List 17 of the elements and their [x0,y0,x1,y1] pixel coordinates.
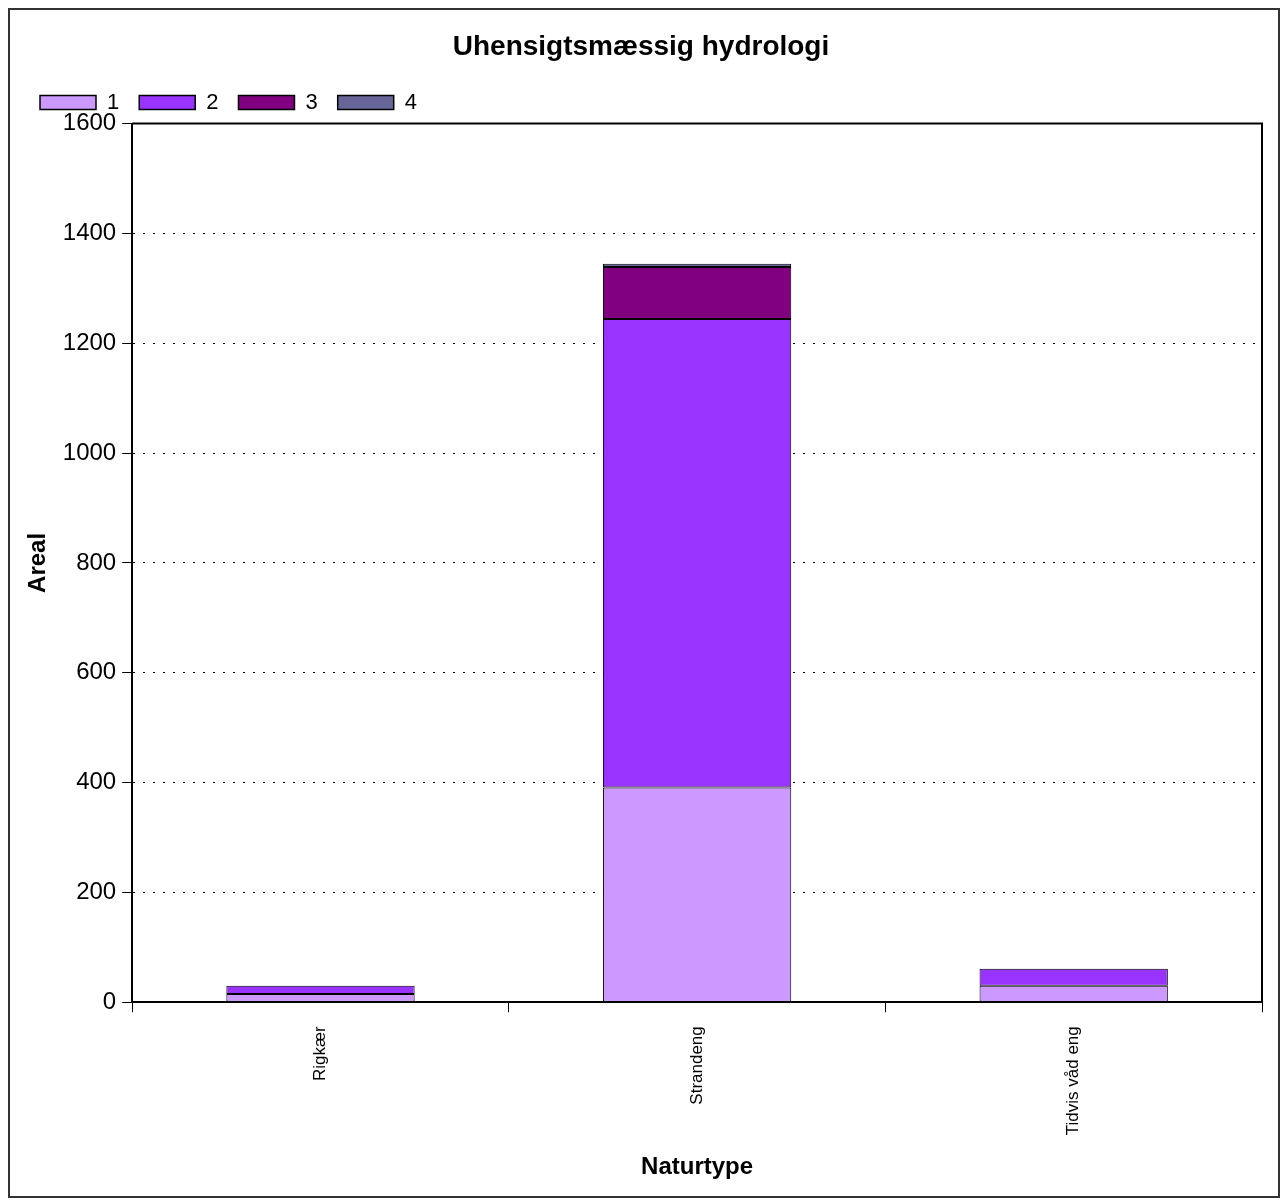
x-tick-label: Strandeng [686,1026,706,1105]
y-tick-label: 0 [102,986,117,1014]
y-tick-label: 1200 [62,327,117,355]
y-tick-label: 1000 [62,437,117,465]
x-axis-title: Naturtype [641,1152,754,1180]
y-tick-label: 800 [76,547,117,575]
x-tick-label: Rigkær [310,1025,330,1082]
y-axis-title: Areal [23,532,51,593]
y-tick-label: 200 [76,877,117,905]
legend-label: 2 [206,88,219,114]
legend-label: 4 [404,88,417,114]
x-tick-label: Tidvis våd eng [1063,1026,1083,1136]
y-tick-label: 400 [76,767,117,795]
y-tick-label: 1400 [62,218,117,246]
legend-label: 3 [305,88,318,114]
chart-title: Uhensigtsmæssig hydrologi [452,29,830,61]
y-tick-label: 600 [76,657,117,685]
